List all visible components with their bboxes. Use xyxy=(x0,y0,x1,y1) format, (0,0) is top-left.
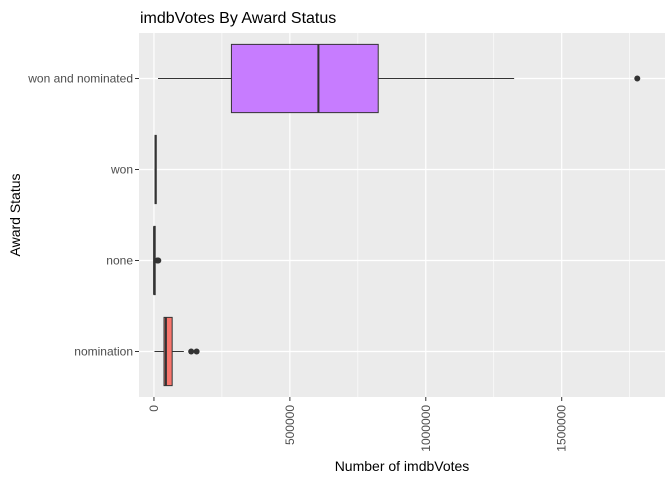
y-tick-label: won and nominated xyxy=(27,72,133,86)
x-axis-title: Number of imdbVotes xyxy=(335,458,470,474)
outlier-point xyxy=(634,75,641,82)
box-series xyxy=(153,43,641,387)
x-tick-label: 0 xyxy=(147,405,161,412)
outlier-point xyxy=(193,348,200,355)
y-tick-label: none xyxy=(106,254,133,268)
box-iqr xyxy=(230,43,379,114)
outlier-point xyxy=(188,348,195,355)
x-tick-label: 500000 xyxy=(283,405,297,445)
x-tick-label: 1000000 xyxy=(419,405,433,452)
box-nomination xyxy=(154,316,200,387)
box-won xyxy=(154,134,157,205)
box-won-and-nominated xyxy=(158,43,641,114)
box-iqr xyxy=(163,316,173,387)
x-tick-label: 1500000 xyxy=(555,405,569,452)
outlier-point xyxy=(155,257,162,264)
plot-panel xyxy=(139,33,665,397)
chart-title: imdbVotes By Award Status xyxy=(140,10,336,27)
y-axis: won and nominated won none nomination xyxy=(27,72,139,359)
y-axis-title: Award Status xyxy=(7,173,23,256)
box-none xyxy=(153,225,162,296)
y-tick-label: nomination xyxy=(74,345,133,359)
x-axis: 0 500000 1000000 1500000 xyxy=(147,397,569,452)
y-tick-label: won xyxy=(110,163,133,177)
